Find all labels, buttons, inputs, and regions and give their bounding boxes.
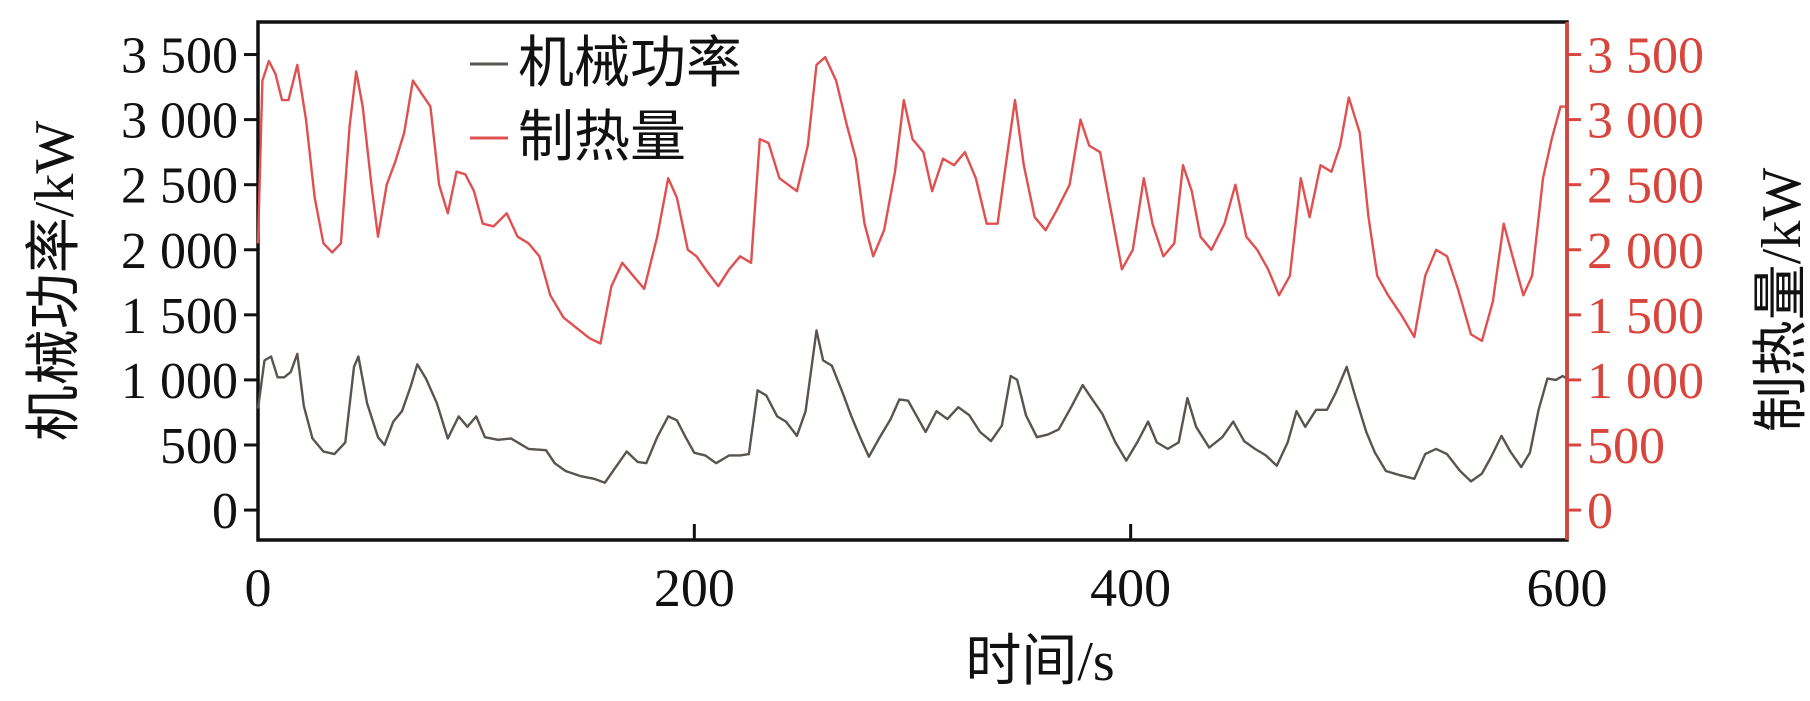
x-axis-title: 时间/s xyxy=(965,631,1114,693)
legend-label-heat: 制热量 xyxy=(518,107,686,169)
x-tick-label: 200 xyxy=(654,558,735,618)
ticks-layer xyxy=(244,22,1581,540)
right-y-tick-label: 3 500 xyxy=(1587,28,1704,85)
left-y-tick-label: 0 xyxy=(212,483,238,540)
left-y-tick-label: 500 xyxy=(160,418,238,475)
right-y-tick-label: 500 xyxy=(1587,418,1665,475)
right-y-tick-label: 0 xyxy=(1587,483,1613,540)
left-y-tick-label: 1 500 xyxy=(121,288,238,345)
left-y-tick-label: 3 500 xyxy=(121,28,238,85)
left-y-tick-label: 2 000 xyxy=(121,223,238,280)
x-tick-label: 400 xyxy=(1090,558,1171,618)
left-y-tick-label: 2 500 xyxy=(121,158,238,215)
right-y-tick-label: 2 000 xyxy=(1587,223,1704,280)
series-line-heating-capacity xyxy=(256,55,1567,345)
left-y-tick-label: 1 000 xyxy=(121,353,238,410)
left-y-axis-title: 机械功率/kW xyxy=(24,121,86,442)
legend: 机械功率 制热量 xyxy=(470,33,742,169)
right-y-tick-label: 1 500 xyxy=(1587,288,1704,345)
x-tick-label: 600 xyxy=(1527,558,1608,618)
series-layer xyxy=(256,55,1568,484)
right-y-axis-title: 制热量/kW xyxy=(1751,168,1810,433)
legend-label-power: 机械功率 xyxy=(518,33,742,95)
left-axis-tick-labels: 0 500 1 000 1 500 2 000 2 500 3 000 3 500 xyxy=(121,28,238,541)
series-line-mechanical-power xyxy=(256,329,1568,484)
right-y-tick-label: 1 000 xyxy=(1587,353,1704,410)
x-tick-label: 0 xyxy=(245,558,272,618)
right-y-tick-label: 2 500 xyxy=(1587,158,1704,215)
right-y-tick-label: 3 000 xyxy=(1587,93,1704,150)
right-axis-tick-labels: 0 500 1 000 1 500 2 000 2 500 3 000 3 500 xyxy=(1587,28,1704,541)
x-axis-tick-labels: 0 200 400 600 xyxy=(245,558,1608,618)
left-y-tick-label: 3 000 xyxy=(121,93,238,150)
